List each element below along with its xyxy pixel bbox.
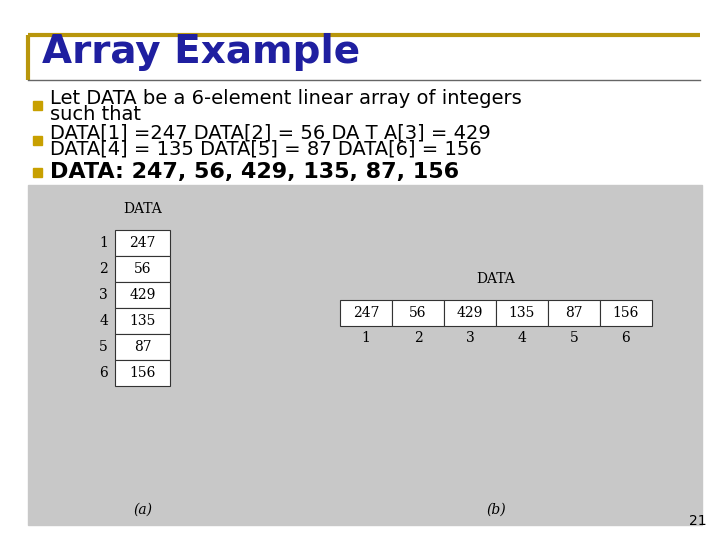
Text: 3: 3: [466, 331, 474, 345]
Text: 6: 6: [621, 331, 631, 345]
Text: Let DATA be a 6-element linear array of integers: Let DATA be a 6-element linear array of …: [50, 89, 522, 107]
Text: 4: 4: [99, 314, 108, 328]
Bar: [444, 300, 496, 326]
Text: 5: 5: [570, 331, 578, 345]
Bar: [115, 334, 170, 360]
Text: 247: 247: [353, 306, 379, 320]
Bar: [115, 360, 170, 386]
Text: DATA: 247, 56, 429, 135, 87, 156: DATA: 247, 56, 429, 135, 87, 156: [50, 162, 459, 182]
Text: 2: 2: [413, 331, 423, 345]
Text: 429: 429: [456, 306, 483, 320]
Bar: [392, 300, 444, 326]
Bar: [33, 167, 42, 177]
Text: (a): (a): [133, 503, 152, 517]
Text: 87: 87: [134, 340, 151, 354]
Bar: [340, 300, 392, 326]
Text: 1: 1: [361, 331, 370, 345]
Text: 4: 4: [518, 331, 526, 345]
Text: 135: 135: [509, 306, 535, 320]
Text: 135: 135: [130, 314, 156, 328]
Text: Array Example: Array Example: [42, 33, 360, 71]
Bar: [28, 185, 702, 525]
Text: 2: 2: [99, 262, 108, 276]
Bar: [115, 308, 170, 334]
Bar: [115, 282, 170, 308]
Bar: [115, 256, 170, 282]
Text: 21: 21: [689, 514, 707, 528]
Bar: [600, 300, 652, 326]
Text: such that: such that: [50, 105, 141, 124]
Text: 87: 87: [565, 306, 582, 320]
Text: 5: 5: [99, 340, 108, 354]
Text: 247: 247: [130, 236, 156, 250]
Bar: [496, 300, 548, 326]
Text: 6: 6: [99, 366, 108, 380]
Text: 429: 429: [130, 288, 156, 302]
Bar: [33, 136, 42, 145]
Bar: [33, 100, 42, 110]
Bar: [548, 300, 600, 326]
Text: (b): (b): [486, 503, 506, 517]
Text: DATA[1] =247 DATA[2] = 56 DA T A[3] = 429: DATA[1] =247 DATA[2] = 56 DA T A[3] = 42…: [50, 124, 491, 143]
Text: 156: 156: [130, 366, 156, 380]
Text: DATA: DATA: [123, 202, 162, 216]
Text: DATA[4] = 135 DATA[5] = 87 DATA[6] = 156: DATA[4] = 135 DATA[5] = 87 DATA[6] = 156: [50, 139, 482, 159]
Bar: [115, 230, 170, 256]
Text: 3: 3: [99, 288, 108, 302]
Text: DATA: DATA: [477, 272, 516, 286]
Text: 56: 56: [409, 306, 427, 320]
Text: 1: 1: [99, 236, 108, 250]
Text: 56: 56: [134, 262, 151, 276]
Text: 156: 156: [613, 306, 639, 320]
